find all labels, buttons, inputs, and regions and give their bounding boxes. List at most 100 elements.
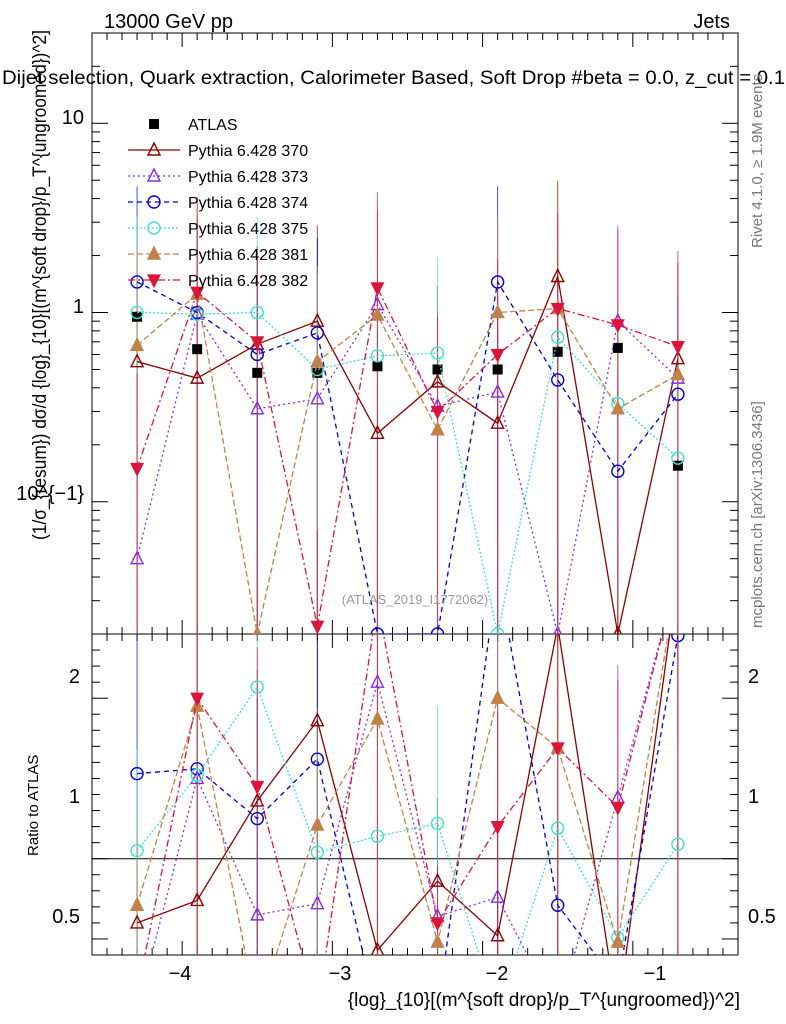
data-point xyxy=(129,353,145,368)
y-tick-label-ratio: 1 xyxy=(69,786,80,808)
series-line xyxy=(150,634,663,955)
data-point xyxy=(310,620,325,634)
ratio-point xyxy=(430,816,445,831)
legend-marker xyxy=(147,195,161,209)
ratio-point xyxy=(550,742,565,757)
data-layer xyxy=(129,180,686,955)
legend-label: Pythia 6.428 373 xyxy=(188,169,308,186)
y-axis-label-top: (1/σ_{resum}) dσ/d {log}_{10}[(m^{soft d… xyxy=(30,30,51,540)
series-line xyxy=(136,634,671,955)
y-tick-label-ratio: 2 xyxy=(69,666,80,688)
legend-label: Pythia 6.428 374 xyxy=(188,195,308,212)
data-point xyxy=(129,550,145,565)
ratio-point xyxy=(551,898,565,912)
y-tick-label-ratio: 0.5 xyxy=(52,906,80,928)
legend-label: Pythia 6.428 382 xyxy=(188,273,308,290)
data-point xyxy=(552,346,563,357)
ratio-point xyxy=(310,816,325,831)
data-point xyxy=(190,286,205,301)
x-tick-label: −3 xyxy=(329,963,352,985)
legend-marker xyxy=(147,221,161,235)
y-tick-label-top: 10 xyxy=(62,107,84,129)
ratio-point xyxy=(490,888,505,903)
ratio-point xyxy=(190,891,205,907)
ratio-point xyxy=(310,752,325,766)
data-point xyxy=(370,424,385,439)
data-point xyxy=(490,275,505,289)
data-point xyxy=(310,353,325,368)
data-point xyxy=(613,625,623,634)
data-point xyxy=(490,414,505,429)
data-point xyxy=(252,625,262,634)
legend-marker xyxy=(149,119,159,129)
data-point xyxy=(430,373,445,388)
ratio-point xyxy=(190,692,205,707)
ratio-point xyxy=(129,914,145,929)
mcplots-label: mcplots.cern.ch [arXiv:1306.3436] xyxy=(749,401,766,628)
data-point xyxy=(310,326,325,340)
legend-marker xyxy=(146,141,162,156)
data-point xyxy=(490,348,505,363)
data-point xyxy=(670,341,685,355)
data-point xyxy=(610,319,625,334)
data-point xyxy=(129,336,145,352)
series-line xyxy=(136,274,679,634)
data-point xyxy=(671,387,685,401)
rivet-label: Rivet 4.1.0, ≥ 1.9M events xyxy=(749,74,766,248)
data-point xyxy=(370,282,385,297)
series-line xyxy=(136,303,679,634)
data-point xyxy=(430,421,445,436)
data-point xyxy=(430,627,445,634)
data-point xyxy=(430,405,445,420)
data-point xyxy=(550,267,565,283)
series-line xyxy=(136,634,669,955)
series-line xyxy=(137,634,679,955)
series-line xyxy=(137,311,679,634)
axes-layer xyxy=(91,32,739,956)
ratio-point xyxy=(310,712,325,727)
data-point xyxy=(130,305,144,320)
ratio-point xyxy=(250,680,264,694)
series-line xyxy=(136,292,679,634)
ratio-point xyxy=(490,689,505,704)
ratio-point xyxy=(129,896,145,911)
ratio-point xyxy=(250,906,265,921)
x-axis-label: {log}_{10}[(m^{soft drop}/p_T^{ungroomed… xyxy=(348,990,740,1011)
ratio-point xyxy=(610,933,625,948)
ratio-point xyxy=(370,673,385,688)
data-point xyxy=(432,364,443,375)
legend-label: Pythia 6.428 370 xyxy=(188,143,308,160)
plot-subtitle: Dijet selection, Quark extraction, Calor… xyxy=(2,68,785,89)
ratio-point xyxy=(370,829,385,843)
data-point xyxy=(130,462,145,477)
ratio-point xyxy=(130,843,144,858)
data-point xyxy=(130,275,144,289)
data-point xyxy=(250,400,265,415)
data-point xyxy=(550,302,565,317)
ratio-point xyxy=(671,634,685,643)
ratio-point xyxy=(250,780,265,795)
data-point xyxy=(310,390,325,405)
data-point xyxy=(670,365,686,381)
ratio-point xyxy=(430,872,445,887)
header-right: Jets xyxy=(693,11,730,33)
ratio-point xyxy=(430,933,445,948)
y-axis-label-ratio: Ratio to ATLAS xyxy=(25,755,42,856)
data-point xyxy=(671,451,685,465)
data-point xyxy=(430,346,445,360)
top-panel-data xyxy=(129,180,686,634)
data-point xyxy=(611,464,625,478)
data-point xyxy=(553,625,563,634)
data-point xyxy=(490,627,505,634)
data-point xyxy=(192,344,203,355)
ratio-point xyxy=(490,820,505,835)
ratio-point xyxy=(671,837,685,851)
data-point xyxy=(612,342,623,353)
analysis-watermark: (ATLAS_2019_I1772062) xyxy=(342,592,488,607)
ratio-point xyxy=(370,710,385,725)
ratio-point xyxy=(430,917,445,932)
data-point xyxy=(672,460,683,471)
y-tick-label-top: 10^{−1} xyxy=(16,483,84,505)
y-tick-label-ratio-right: 2 xyxy=(748,666,759,688)
data-point xyxy=(551,373,565,387)
